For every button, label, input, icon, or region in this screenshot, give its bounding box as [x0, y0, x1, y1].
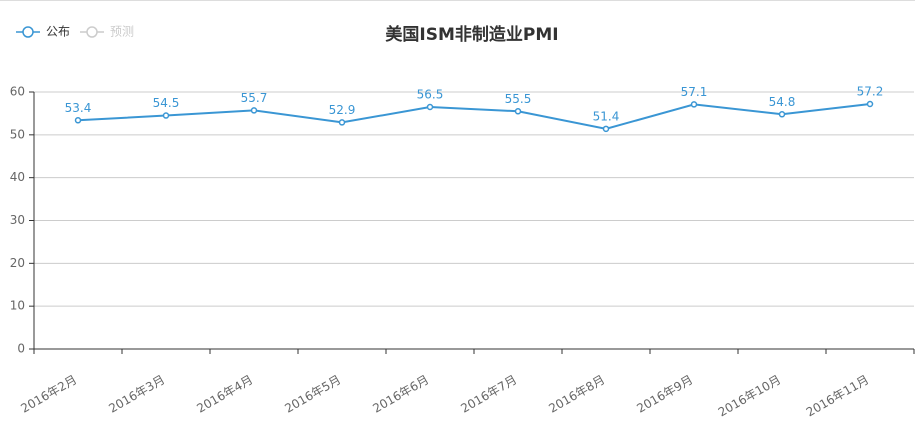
- y-tick-label: 10: [10, 299, 25, 313]
- data-label: 55.5: [505, 92, 532, 106]
- x-tick-label: 2016年10月: [716, 373, 783, 420]
- x-tick-label: 2016年2月: [18, 373, 79, 416]
- chart-title: 美国ISM非制造业PMI: [385, 24, 558, 45]
- data-point: [778, 111, 786, 118]
- series-line: [77, 102, 871, 130]
- data-label: 52.9: [329, 103, 356, 117]
- legend-icon-circle: [22, 26, 34, 38]
- data-label: 57.1: [681, 85, 708, 99]
- data-point: [250, 107, 258, 114]
- data-label: 57.2: [857, 84, 884, 98]
- data-label: 55.7: [241, 91, 268, 105]
- data-label: 51.4: [593, 109, 620, 123]
- legend-label: 预测: [110, 25, 134, 39]
- x-tick-label: 2016年6月: [370, 373, 431, 416]
- y-tick-label: 30: [10, 213, 25, 227]
- data-label: 54.5: [153, 96, 180, 110]
- y-tick-label: 40: [10, 170, 25, 184]
- data-point: [74, 117, 82, 124]
- y-tick-label: 50: [10, 127, 25, 141]
- x-tick-label: 2016年11月: [804, 373, 871, 420]
- data-point: [162, 112, 170, 119]
- x-tick-label: 2016年8月: [546, 373, 607, 416]
- legend-icon-circle: [86, 26, 98, 38]
- data-point: [514, 108, 522, 115]
- x-tick-label: 2016年5月: [282, 373, 343, 416]
- data-point: [426, 103, 434, 111]
- data-label: 53.4: [65, 101, 92, 115]
- y-tick-label: 20: [10, 256, 25, 270]
- x-tick-label: 2016年3月: [106, 373, 167, 416]
- data-point: [602, 125, 610, 133]
- data-label: 56.5: [417, 87, 444, 101]
- x-tick-label: 2016年4月: [194, 373, 255, 416]
- legend-label: 公布: [46, 25, 70, 39]
- x-tick-label: 2016年9月: [634, 373, 695, 416]
- data-point: [338, 119, 346, 126]
- y-tick-label: 0: [17, 342, 25, 356]
- data-point: [866, 100, 874, 108]
- data-label: 54.8: [769, 95, 796, 109]
- x-tick-label: 2016年7月: [458, 373, 519, 416]
- data-point: [690, 101, 698, 108]
- y-tick-label: 60: [10, 85, 25, 99]
